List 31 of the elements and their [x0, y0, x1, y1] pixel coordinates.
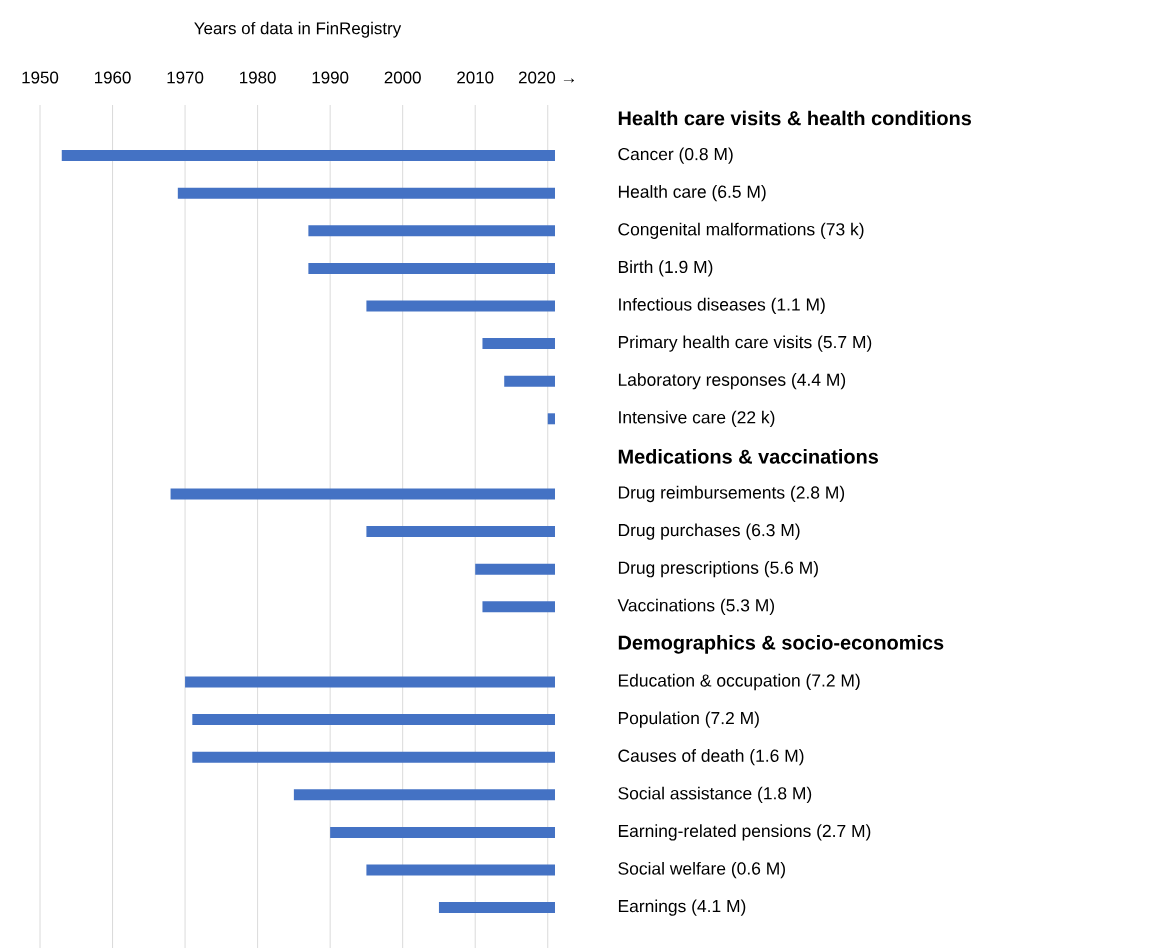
- x-tick-label: 1970: [167, 71, 204, 84]
- x-tick-label: 1950: [22, 71, 59, 84]
- x-tick-label: 2010: [457, 71, 494, 84]
- y-tick-label: Birth (1.9 M): [618, 260, 713, 277]
- y-tick-label: Causes of death (1.6 M): [618, 749, 804, 766]
- x-tick-label: 1980: [240, 71, 276, 84]
- y-tick-label: Education & occupation (7.2 M): [618, 673, 860, 691]
- x-axis-title: Years of data in FinRegistry: [194, 21, 402, 38]
- y-tick-label: Cancer (0.8 M): [618, 147, 733, 164]
- y-tick-label: Drug prescriptions (5.6 M): [618, 561, 818, 578]
- x-tick-label: 2020 →: [518, 71, 574, 84]
- y-tick-label: Infectious diseases (1.1 M): [619, 297, 825, 315]
- y-tick-label: Intensive care (22 k): [619, 410, 775, 427]
- y-tick-label: Congenital malformations (73 k): [618, 222, 864, 239]
- y-tick-label: Vaccinations (5.3 M): [617, 598, 775, 615]
- x-tick-label: 1960: [94, 71, 131, 84]
- y-tick-label: Primary health care visits (5.7 M): [618, 335, 872, 352]
- y-tick-label: Social welfare (0.6 M): [618, 861, 785, 879]
- x-tick-label: 1990: [312, 71, 349, 84]
- y-tick-label: Drug purchases (6.3 M): [618, 523, 800, 540]
- y-tick-label: Medications & vaccinations: [618, 449, 879, 464]
- y-tick-label: Social assistance (1.8 M): [618, 786, 812, 803]
- y-tick-label: Earnings (4.1 M): [618, 899, 746, 916]
- y-tick-label: Demographics & socio-economics: [618, 635, 944, 654]
- y-tick-label: Health care (6.5 M): [618, 185, 766, 202]
- y-tick-label: Drug reimbursements (2.8 M): [618, 485, 845, 503]
- y-tick-label: Population (7.2 M): [618, 711, 759, 728]
- x-tick-label: 2000: [384, 71, 421, 84]
- y-tick-label: Earning-related pensions (2.7 M): [618, 824, 871, 841]
- y-tick-label: Health care visits & health conditions: [618, 110, 972, 126]
- y-tick-label: Laboratory responses (4.4 M): [618, 373, 846, 390]
